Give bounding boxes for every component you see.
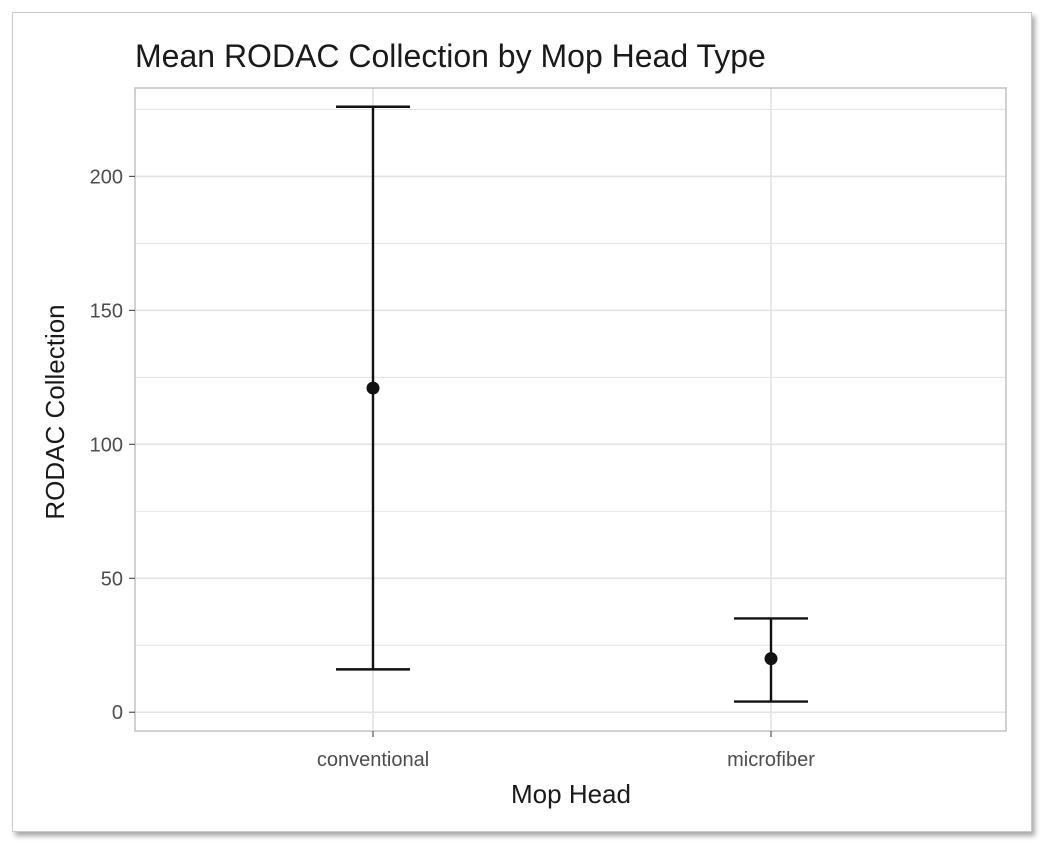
y-tick-label: 150 [90,300,123,322]
major-gridlines [135,88,1006,731]
y-tick-label: 200 [90,166,123,188]
mean-point-conventional [366,381,380,395]
y-axis: 0 50 100 150 200 [90,166,135,724]
y-tick-label: 100 [90,434,123,456]
y-axis-title: RODAC Collection [40,304,70,519]
x-tick-label: microfiber [727,749,815,771]
x-axis-title: Mop Head [511,779,631,809]
y-tick-label: 0 [112,702,123,724]
plot-panel [134,87,1007,732]
x-tick-label: conventional [317,749,429,771]
y-tick-label: 50 [101,568,123,590]
chart-frame [12,12,1032,832]
x-axis: conventional microfiber [317,731,815,771]
chart-title: Mean RODAC Collection by Mop Head Type [135,38,766,74]
mean-point-microfiber [764,652,778,666]
minor-gridlines [135,108,1006,646]
error-bars [336,105,808,703]
